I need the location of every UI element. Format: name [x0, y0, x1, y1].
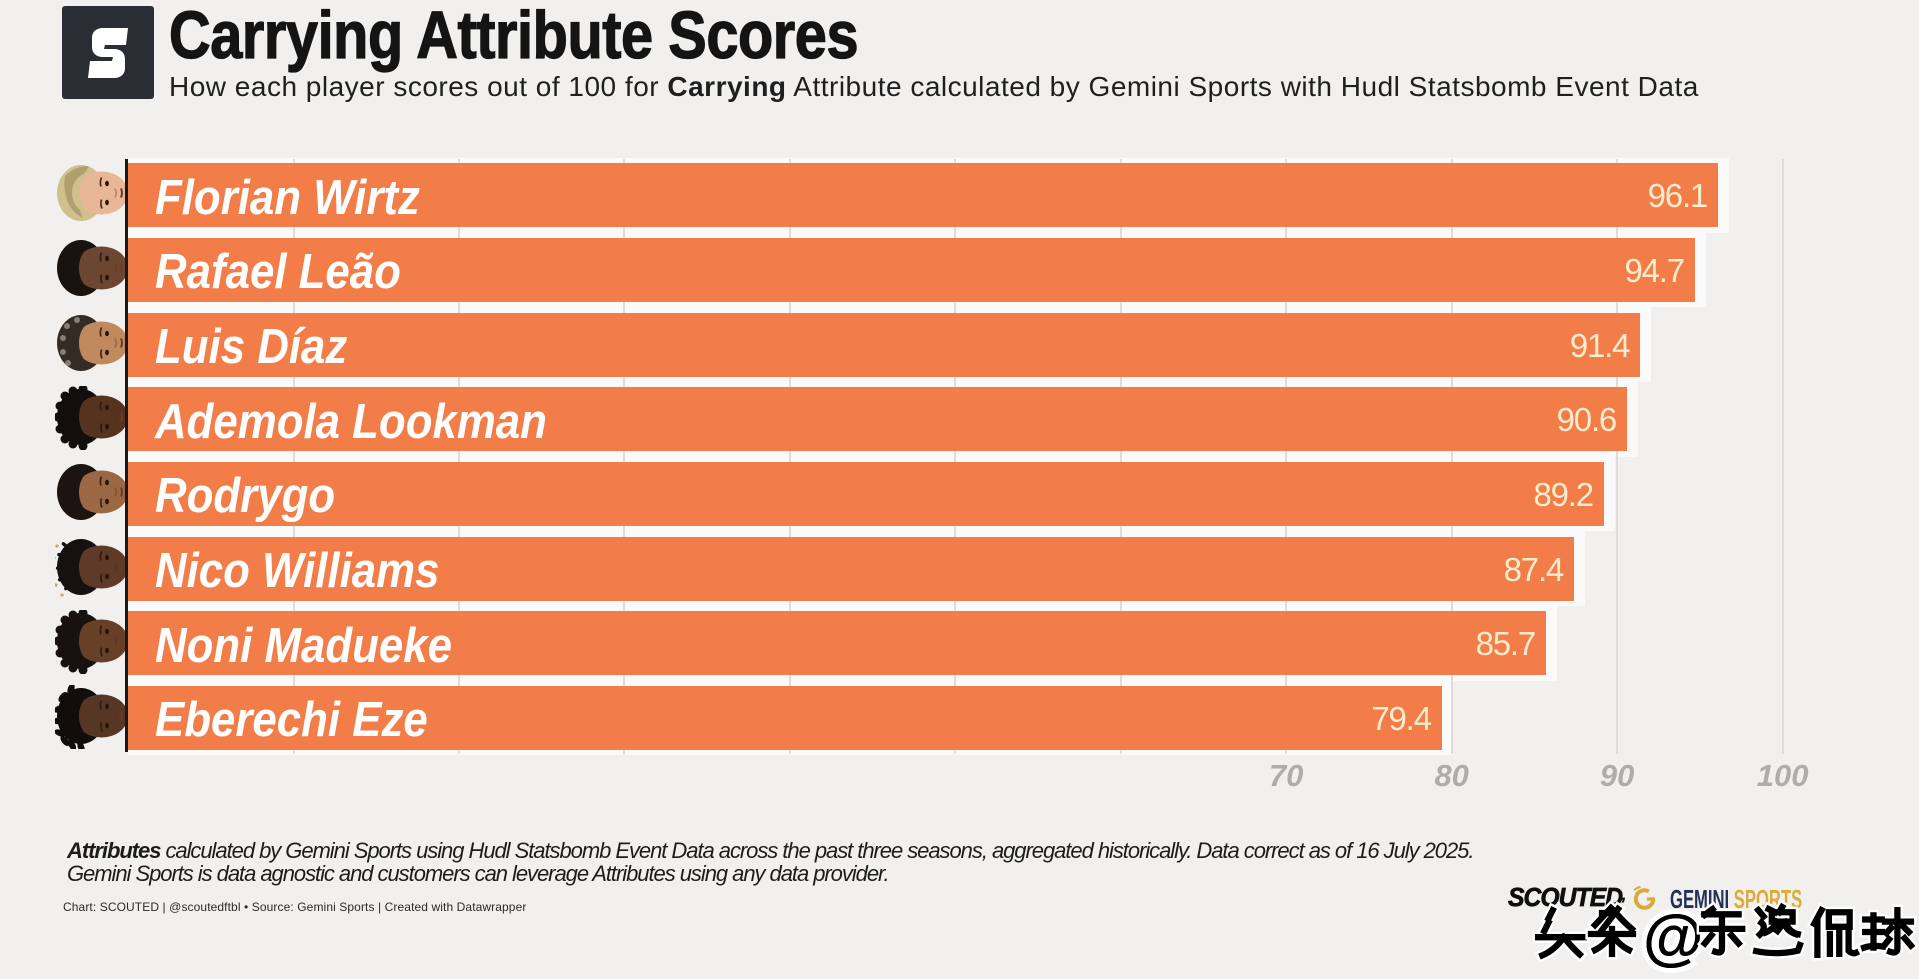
svg-text:@: @: [1643, 903, 1703, 972]
svg-text:@: @: [1643, 903, 1703, 972]
